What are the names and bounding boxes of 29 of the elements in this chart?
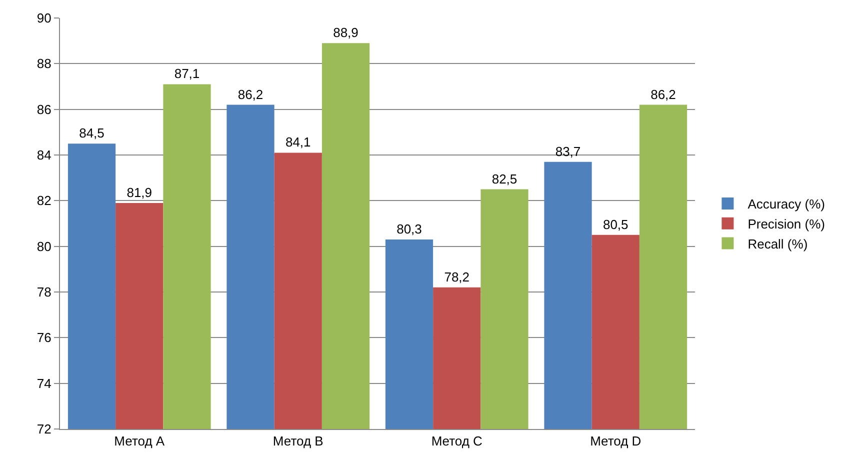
data-label: 83,7: [555, 144, 581, 159]
data-label: 84,5: [79, 126, 104, 141]
data-label: 82,5: [492, 171, 518, 186]
y-tick-label: 74: [36, 376, 52, 391]
x-tick-label: Метод A: [114, 434, 165, 449]
x-tick-label: Метод C: [431, 434, 482, 449]
data-label: 78,2: [444, 269, 470, 284]
y-tick-label: 76: [36, 330, 52, 346]
data-label: 84,1: [285, 134, 311, 150]
x-tick-label: Метод D: [590, 434, 642, 449]
legend-label: Accuracy (%): [748, 196, 825, 212]
y-tick-label: 88: [36, 56, 52, 72]
y-tick-label: 86: [36, 102, 52, 117]
data-label: 80,3: [396, 221, 422, 236]
y-tick-label: 82: [36, 193, 52, 208]
data-label: 86,2: [238, 86, 264, 102]
data-label: 87,1: [174, 66, 200, 82]
y-tick-label: 80: [36, 238, 52, 254]
data-label: 86,2: [650, 86, 676, 102]
data-label: 81,9: [126, 184, 152, 200]
legend-label: Precision (%): [748, 216, 825, 232]
y-tick-label: 72: [36, 422, 52, 437]
data-label: 80,5: [602, 216, 628, 232]
data-label: 88,9: [333, 25, 358, 40]
y-tick-label: 78: [36, 284, 52, 300]
x-tick-label: Метод B: [272, 434, 324, 449]
y-tick-label: 84: [36, 148, 52, 163]
y-tick-label: 90: [36, 10, 52, 26]
legend-label: Recall (%): [748, 236, 808, 252]
